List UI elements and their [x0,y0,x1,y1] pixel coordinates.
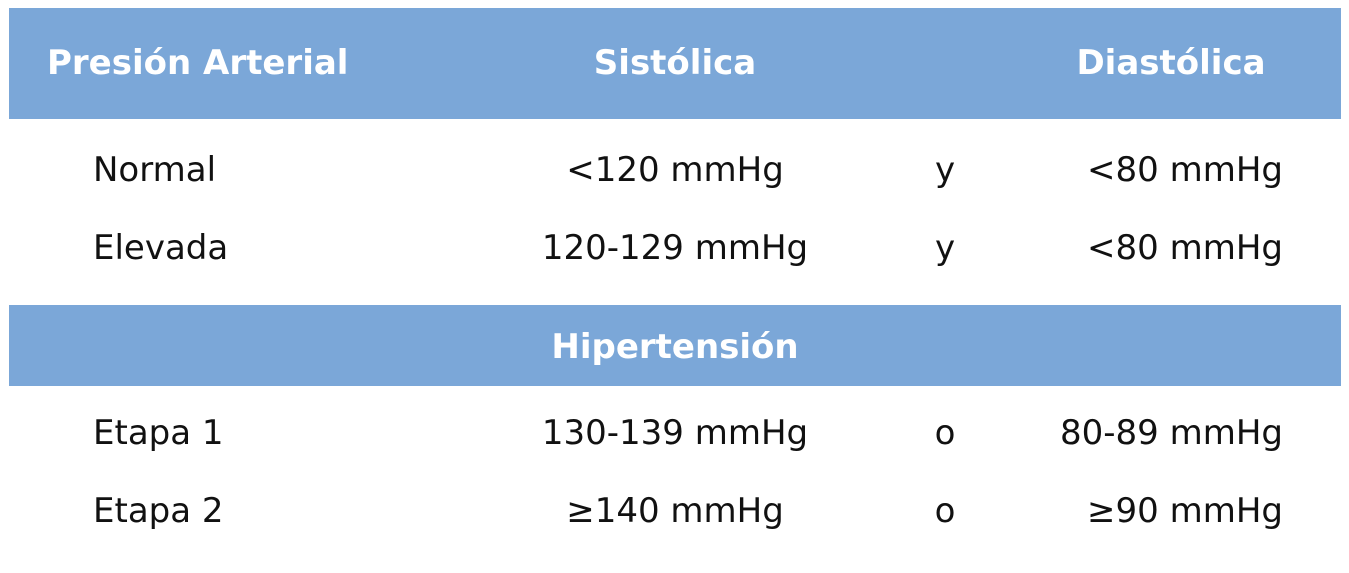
section-title: Hipertensión [551,327,799,367]
table-cell: <120 mmHg [566,150,784,190]
table-cell: Elevada [93,228,229,268]
table-cell: ≥90 mmHg [1087,491,1283,531]
table-cell: y [934,228,956,268]
table-cell: Etapa 1 [93,413,224,453]
table-cell: 80-89 mmHg [1060,413,1283,453]
section-band [9,305,1341,386]
header-cell: Sistólica [593,43,757,83]
header-band [9,8,1341,119]
table-cell: 130-139 mmHg [541,413,809,453]
header-cell: Diastólica [1076,43,1266,83]
table-cell: Etapa 2 [93,491,224,531]
table-cell: Normal [93,150,217,190]
table-cell: y [934,150,956,190]
header-cell: Presión Arterial [47,43,349,83]
table-cell: o [934,413,956,453]
table-cell: o [934,491,956,531]
table-cell: <80 mmHg [1087,228,1283,268]
table-cell: 120-129 mmHg [541,228,809,268]
table-cell: <80 mmHg [1087,150,1283,190]
table-cell: ≥140 mmHg [566,491,784,531]
